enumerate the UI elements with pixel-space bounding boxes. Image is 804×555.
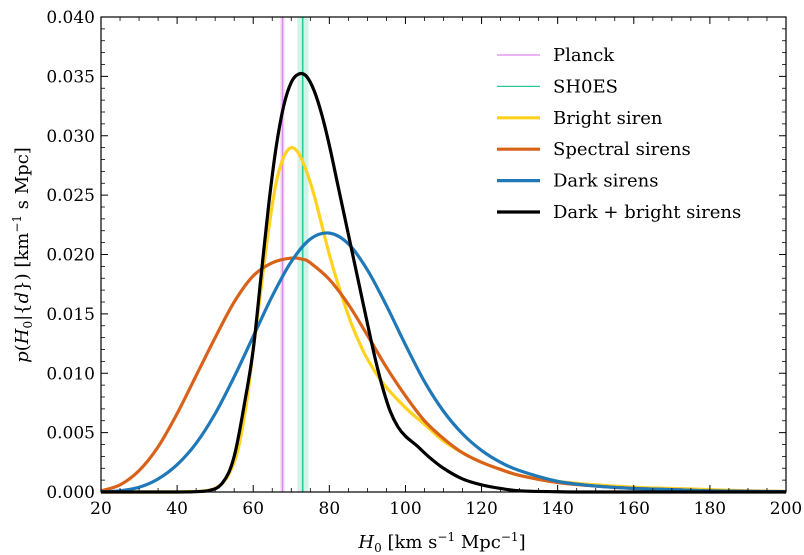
y-tick-label: 0.010 [46,364,95,384]
y-tick-label: 0.015 [46,305,95,325]
y-tick-label: 0.035 [46,67,95,87]
legend-label-bright-siren: Bright siren [553,108,663,129]
series-line-dark-bright-sirens [100,71,786,494]
y-tick-label: 0.025 [46,186,95,206]
reference-bands [279,17,309,492]
x-axis-label: H0 [km s−1 Mpc−1] [357,530,525,555]
series-line-spectral-sirens [100,256,787,494]
legend-label-spectral-sirens: Spectral sirens [553,139,691,160]
x-tick-label: 200 [770,499,802,519]
x-axis-ticks: 20 40 60 80 100 120 140 160 180 200 [90,17,802,519]
series-line-dark-sirens [100,231,787,494]
y-tick-label: 0.000 [46,483,95,503]
x-tick-label: 80 [319,499,341,519]
y-tick-label: 0.020 [46,246,95,266]
y-tick-label: 0.005 [46,424,95,444]
x-tick-label: 20 [90,499,112,519]
x-tick-label: 120 [465,499,497,519]
x-tick-label: 100 [389,499,421,519]
plot-frame [100,16,787,493]
legend-label-planck: Planck [553,45,615,66]
x-tick-label: 40 [166,499,188,519]
legend: Planck SH0ES Bright siren Spectral sirens Da… [497,45,741,223]
legend-label-dark-sirens: Dark sirens [553,171,658,192]
x-tick-label: 60 [242,499,264,519]
legend-label-sh0es: SH0ES [553,76,618,97]
y-tick-label: 0.030 [46,127,95,147]
y-axis-label: p(H0|{d}) [km−1 s Mpc] [10,147,35,363]
x-tick-label: 180 [694,499,726,519]
x-tick-label: 160 [618,499,650,519]
series-lines [100,71,787,494]
y-axis-ticks: 0.000 0.005 0.010 0.015 0.020 0.025 0.030 0.035… [46,8,786,503]
y-tick-label: 0.040 [46,8,95,28]
legend-label-dark-bright-sirens: Dark + bright sirens [553,202,741,223]
x-tick-label: 140 [541,499,573,519]
